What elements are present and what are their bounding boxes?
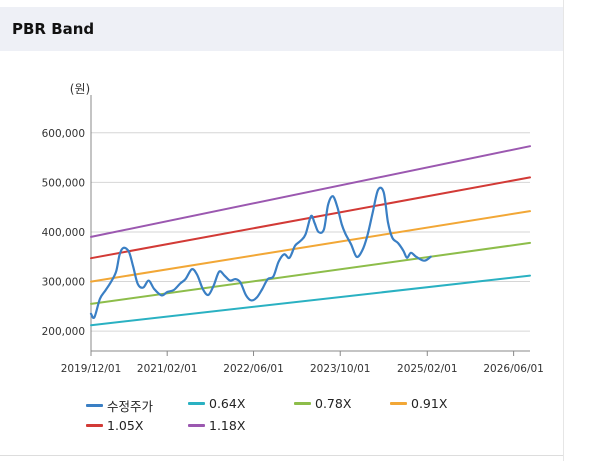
legend-label: 0.78X <box>315 396 352 411</box>
legend-swatch <box>86 404 103 407</box>
y-tick-label: 600,000 <box>42 128 85 140</box>
legend-swatch <box>294 402 311 405</box>
legend-label: 0.64X <box>209 396 246 411</box>
legend-item[interactable]: 0.78X <box>294 396 351 411</box>
legend-swatch <box>390 402 407 405</box>
series-line-band <box>90 274 531 327</box>
bottom-divider <box>0 455 563 456</box>
y-tick-label: 300,000 <box>42 277 85 289</box>
x-tick-label: 2026/06/01 <box>483 363 544 375</box>
right-divider <box>563 0 564 461</box>
legend-item[interactable]: 0.91X <box>390 396 447 411</box>
y-tick-label: 500,000 <box>42 177 85 189</box>
section-title: PBR Band <box>12 20 95 38</box>
series-line-price <box>89 186 432 319</box>
x-tick-label: 2019/12/01 <box>61 363 122 375</box>
x-tick-label: 2025/02/01 <box>397 363 458 375</box>
legend-swatch <box>188 402 205 405</box>
legend-label: 수정주가 <box>107 399 154 414</box>
x-tick-label: 2021/02/01 <box>137 363 198 375</box>
legend-item[interactable]: 1.05X <box>86 418 143 433</box>
x-tick-label: 2022/06/01 <box>223 363 284 375</box>
legend-item[interactable]: 0.64X <box>188 396 245 411</box>
series-line-band <box>90 145 531 238</box>
legend-label: 1.18X <box>209 418 246 433</box>
legend-swatch <box>86 424 103 427</box>
y-tick-label: 200,000 <box>42 326 85 338</box>
series-line-band <box>90 241 531 305</box>
series-line-band <box>90 210 531 283</box>
x-tick-label: 2023/10/01 <box>310 363 371 375</box>
section-header: PBR Band <box>0 7 563 51</box>
legend-label: 1.05X <box>107 418 144 433</box>
legend-swatch <box>188 424 205 427</box>
legend-label: 0.91X <box>411 396 448 411</box>
y-tick-label: 400,000 <box>42 227 85 239</box>
legend-item[interactable]: 수정주가 <box>86 396 153 415</box>
legend-item[interactable]: 1.18X <box>188 418 245 433</box>
y-unit-label: (원) <box>70 82 90 96</box>
